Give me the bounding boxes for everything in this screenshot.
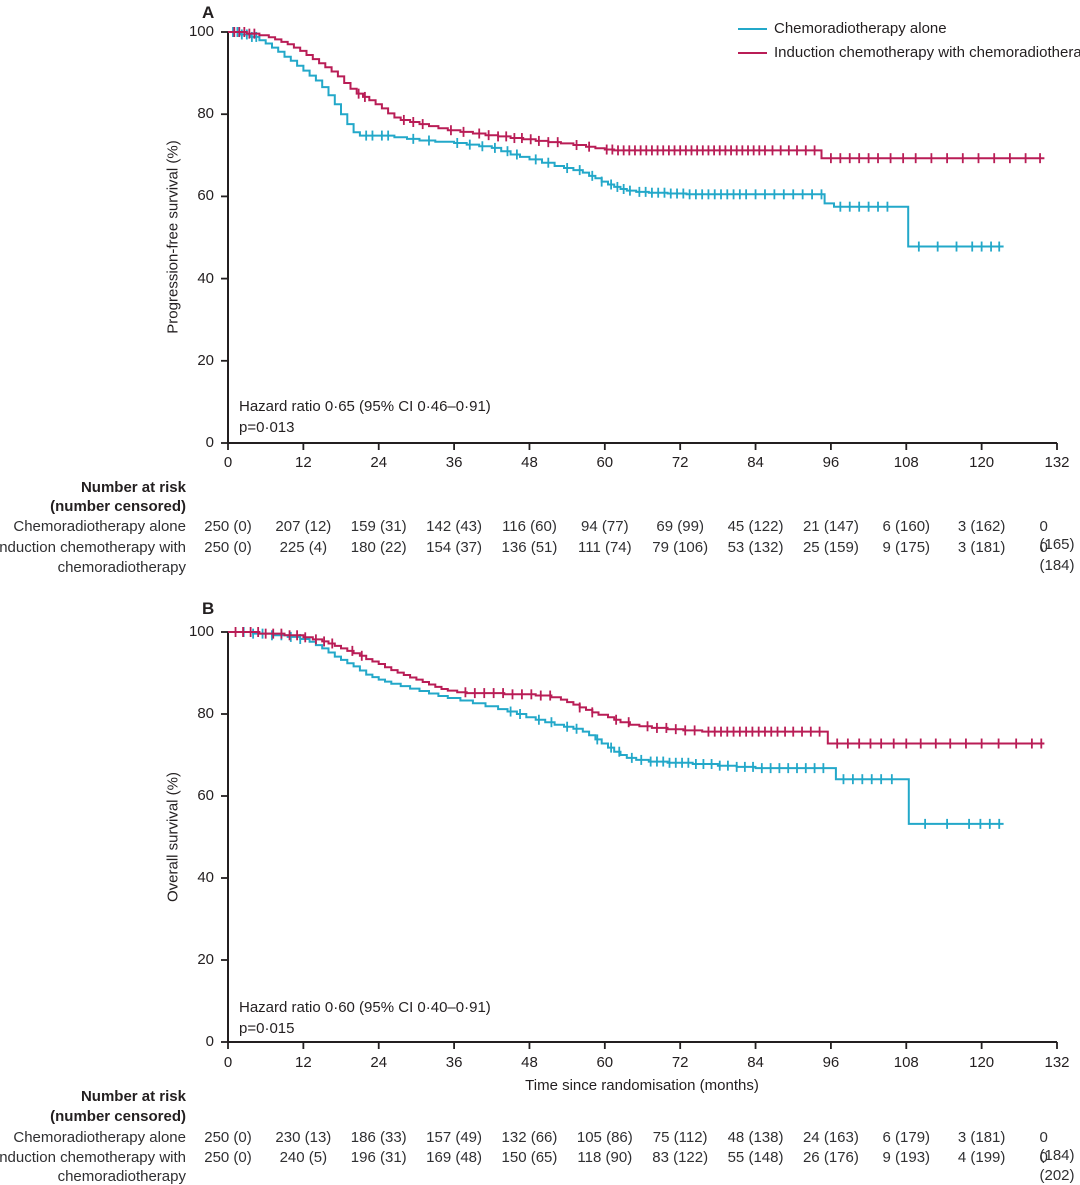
panel-a-label: A (202, 3, 215, 22)
risk-table-b-header-line1: Number at risk (80, 1088, 186, 1105)
risk-table-b-header-line2: (number censored) (50, 1108, 186, 1125)
legend-swatch-induction-chemotherapy (738, 51, 767, 55)
risk-table-b-row2-label-line1: Induction chemotherapy with (0, 1149, 186, 1166)
panel-a (221, 27, 1058, 450)
risk-table-a-row2-label-line1: Induction chemotherapy with (0, 539, 186, 556)
legend-item-induction-chemotherapy: Induction chemotherapy with chemoradioth… (738, 44, 1080, 62)
censor-ticks-induction-chemotherapy-with-chemoradiotherapy-panel-b (234, 627, 1043, 749)
hazard-ratio-annotation-panel-b: Hazard ratio 0·60 (95% CI 0·40–0·91) (239, 999, 491, 1016)
censor-ticks-induction-chemotherapy-with-chemoradiotherapy-panel-a (233, 27, 1041, 164)
risk-table-b-row2-label-line2: chemoradiotherapy (57, 1168, 186, 1185)
axes (227, 32, 1057, 444)
y-axis-label-panel-a: Progression-free survival (%) (164, 140, 182, 334)
risk-table-a-header-line2: (number censored) (50, 498, 186, 515)
risk-table-a-row2-label-line2: chemoradiotherapy (57, 559, 186, 576)
km-curve-induction-chemotherapy-with-chemoradiotherapy-panel-a (228, 31, 1045, 160)
panel-b-label: B (202, 599, 215, 618)
risk-table-b-row1-label: Chemoradiotherapy alone (13, 1129, 186, 1146)
legend-label-chemoradiotherapy-alone: Chemoradiotherapy alone (774, 20, 947, 37)
p-value-annotation-panel-a: p=0·013 (239, 419, 295, 436)
km-curve-induction-chemotherapy-with-chemoradiotherapy-panel-b (228, 631, 1045, 745)
risk-table-a-row1-label: Chemoradiotherapy alone (13, 518, 186, 535)
x-axis-label: Time since randomisation (months) (525, 1077, 759, 1094)
km-curve-chemoradiotherapy-alone-panel-b (228, 631, 1004, 825)
censor-ticks-chemoradiotherapy-alone-panel-b (242, 627, 1001, 829)
km-curve-chemoradiotherapy-alone-panel-a (228, 31, 1004, 248)
censor-ticks-chemoradiotherapy-alone-panel-a (232, 27, 1001, 252)
y-axis-label-panel-b: Overall survival (%) (164, 771, 182, 903)
legend-label-induction-chemotherapy: Induction chemotherapy with chemoradioth… (774, 44, 1080, 61)
p-value-annotation-panel-b: p=0·015 (239, 1020, 295, 1037)
legend-swatch-chemoradiotherapy-alone (738, 27, 767, 31)
panel-b (221, 627, 1058, 1049)
legend-item-chemoradiotherapy-alone: Chemoradiotherapy alone (738, 20, 947, 38)
hazard-ratio-annotation-panel-a: Hazard ratio 0·65 (95% CI 0·46–0·91) (239, 398, 491, 415)
axes (227, 632, 1057, 1043)
risk-table-a-header-line1: Number at risk (80, 479, 186, 496)
